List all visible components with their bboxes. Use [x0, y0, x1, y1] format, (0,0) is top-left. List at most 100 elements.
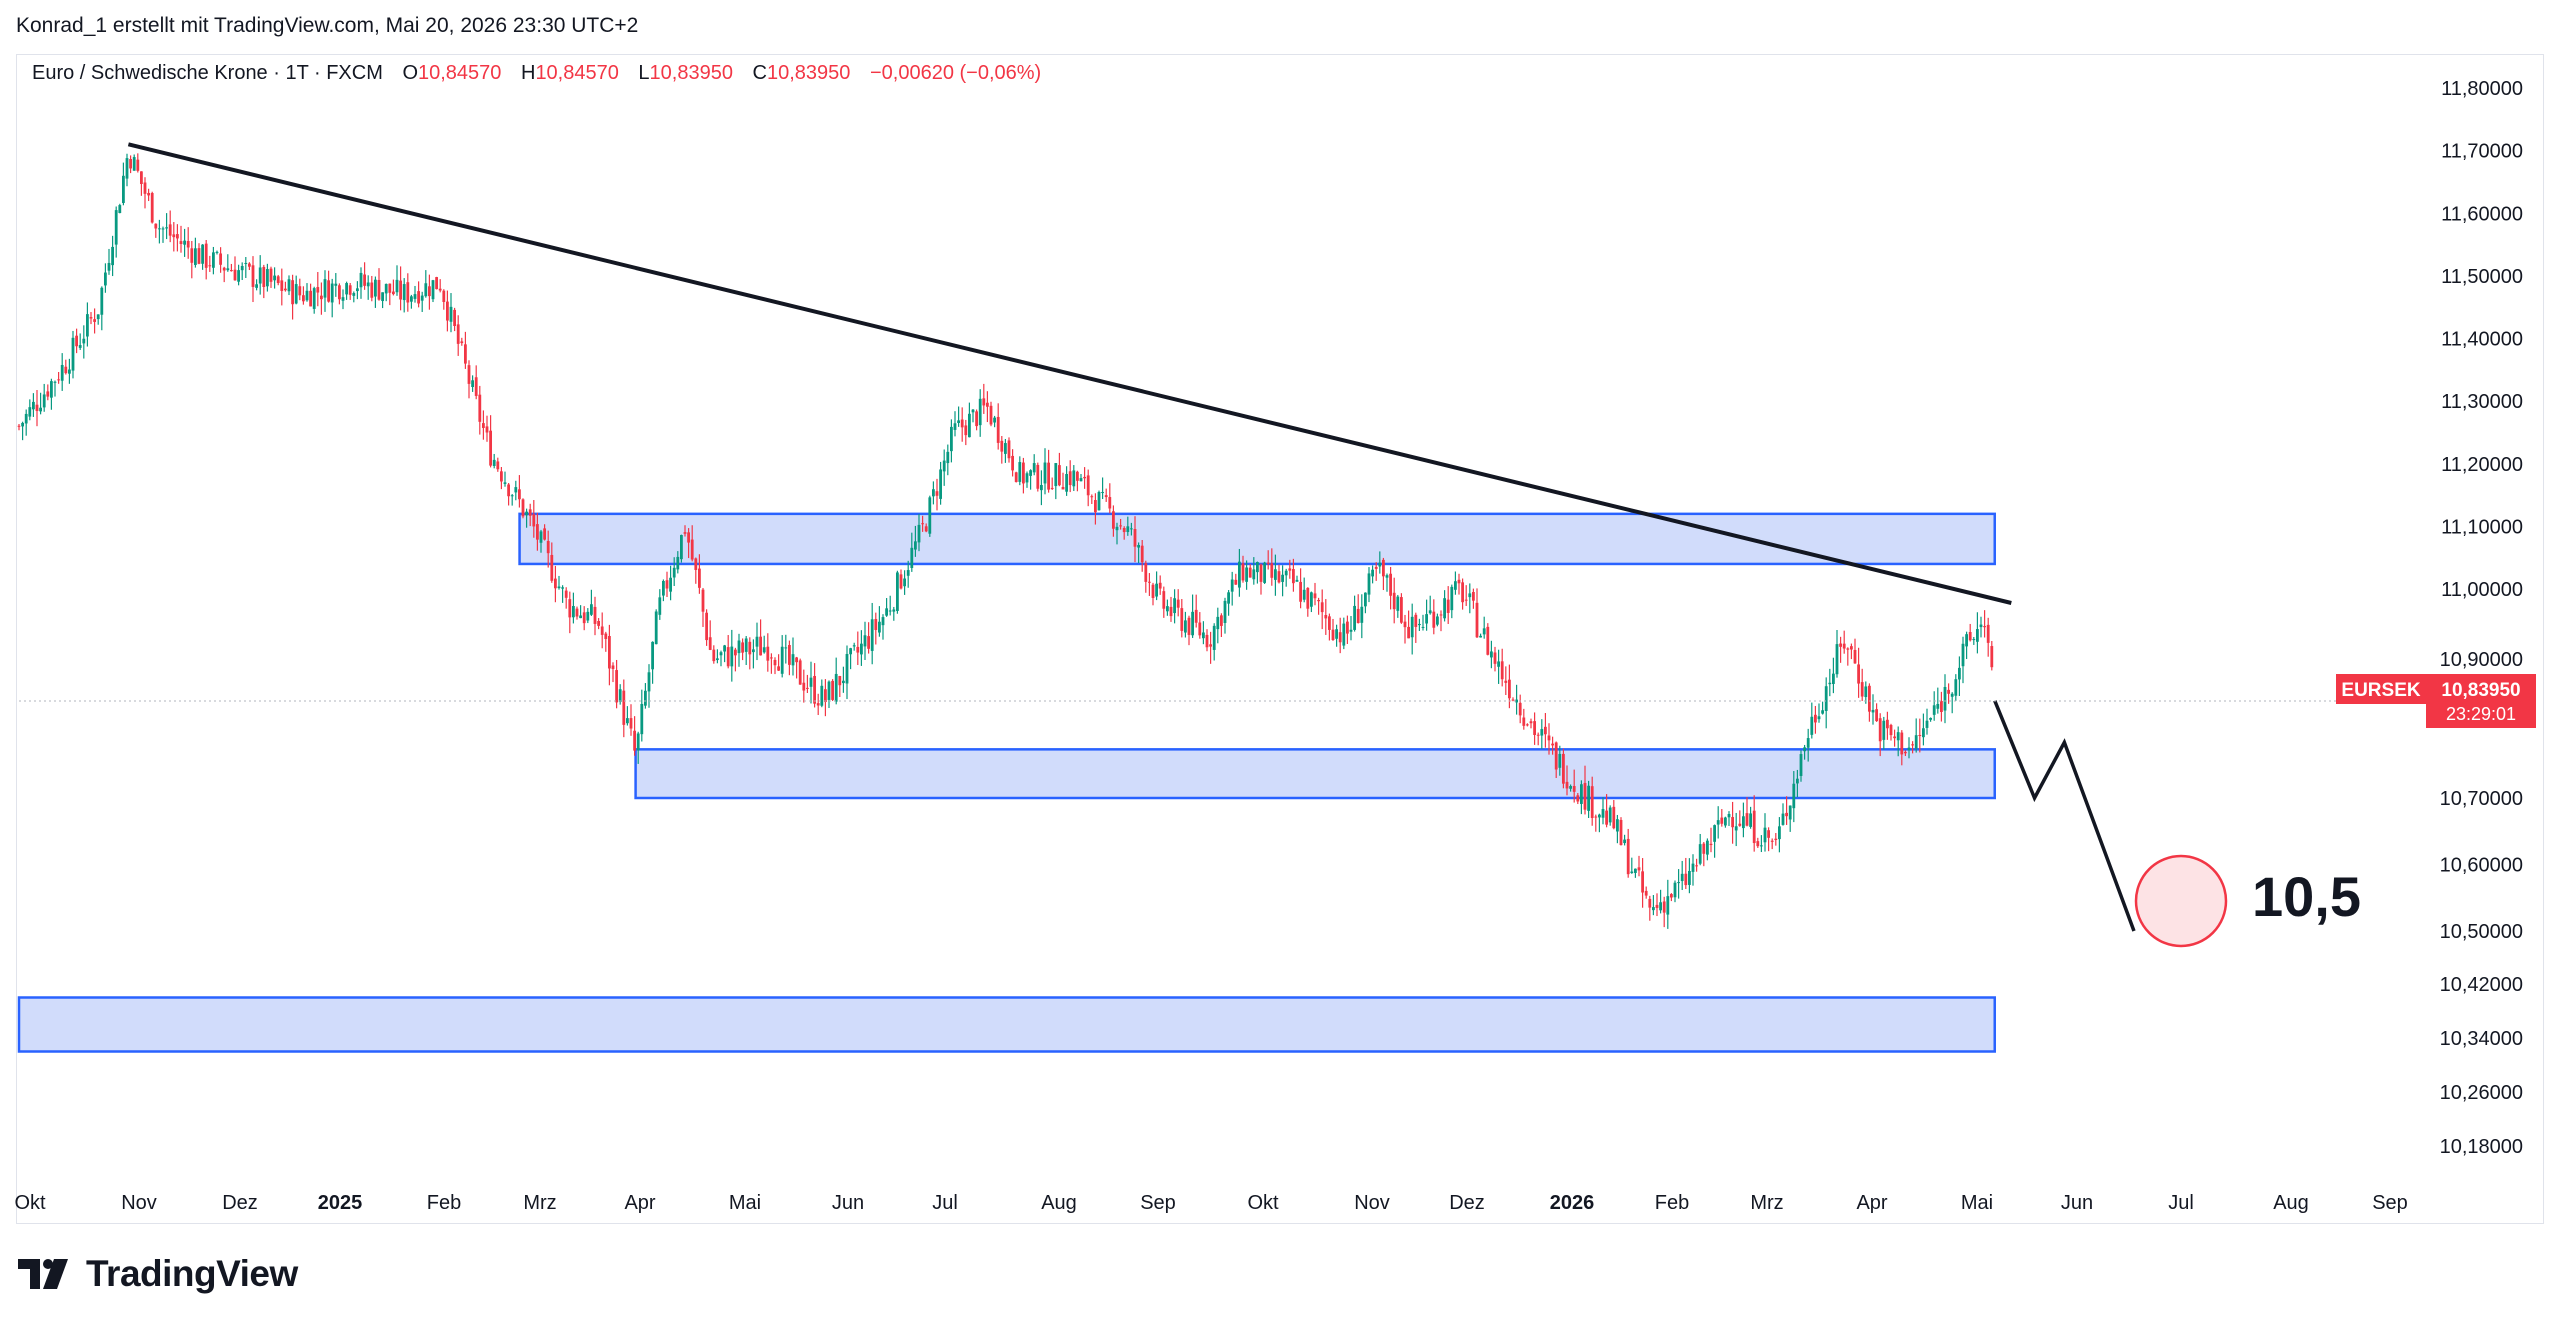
candle-body [305, 290, 309, 301]
candle-body [604, 633, 608, 640]
candle-body [345, 283, 348, 295]
candle-body [1662, 901, 1666, 913]
candle-body [1270, 563, 1274, 578]
candle-body [1122, 528, 1126, 533]
price-axis-label: 11,30000 [2441, 391, 2523, 413]
candle-body [1767, 830, 1770, 838]
candle-body [719, 652, 723, 656]
price-axis-label: 10,90000 [2440, 649, 2523, 671]
candle-body [658, 597, 662, 615]
candle-body [456, 324, 460, 344]
candle-body [1403, 621, 1407, 628]
candle-body [1230, 579, 1234, 592]
zones-layer [17, 512, 1996, 1053]
candle-body [284, 288, 287, 291]
candle-body [1598, 814, 1601, 818]
candle-body [1925, 720, 1929, 728]
candle-body [971, 409, 975, 413]
candle-body [1490, 651, 1493, 658]
price-axis-label: 10,42000 [2440, 974, 2523, 996]
candle-body [219, 253, 222, 265]
candle-body [1954, 679, 1958, 696]
candle-body [204, 243, 208, 268]
candle-body [928, 497, 932, 534]
support-resistance-zone[interactable] [518, 512, 1996, 566]
candle-body [917, 524, 921, 543]
candle-body [975, 411, 978, 427]
candle-body [1691, 863, 1695, 872]
candle-body [1706, 840, 1709, 855]
candle-body [1274, 569, 1277, 580]
price-badge-ticker-box [2336, 674, 2426, 704]
candle-body [690, 539, 694, 560]
candle-body [1875, 709, 1878, 722]
target-annotation[interactable]: 10,5 [2134, 854, 2361, 948]
candle-body [1918, 735, 1922, 737]
candle-body [1097, 491, 1101, 511]
candle-body [467, 365, 471, 384]
candle-body [1562, 753, 1565, 784]
time-axis-label: Dez [1449, 1192, 1485, 1214]
candle-body [849, 648, 852, 655]
candle-body [539, 531, 543, 543]
candle-body [1979, 624, 1983, 628]
candle-body [381, 292, 384, 302]
candle-body [1965, 634, 1968, 647]
candle-body [1950, 693, 1954, 697]
candle-body [1616, 819, 1619, 832]
candle-body [1320, 602, 1324, 613]
candle-body [1410, 616, 1414, 638]
candle-body [1799, 754, 1803, 776]
symbol-legend[interactable]: Euro / Schwedische Krone · 1T · FXCM O10… [32, 62, 1041, 85]
candle-body [1137, 544, 1140, 548]
candle-body [107, 262, 111, 271]
legend-high-value: 10,84570 [535, 62, 619, 84]
candle-body [1349, 629, 1353, 632]
support-resistance-zone[interactable] [634, 748, 1996, 800]
candle-body [806, 687, 809, 689]
candle-body [1256, 562, 1259, 573]
candle-body [1958, 667, 1961, 680]
candle-body [1414, 614, 1418, 627]
candle-body [1155, 583, 1158, 597]
candle-body [1788, 805, 1792, 820]
candle-body [471, 380, 474, 388]
candle-body [129, 159, 132, 169]
candles-layer [17, 153, 1994, 929]
candle-body [237, 270, 240, 282]
candle-body [1518, 702, 1522, 716]
trendline[interactable] [127, 142, 2012, 605]
candle-body [1400, 597, 1403, 623]
candle-body [280, 280, 284, 291]
candle-body [17, 425, 21, 427]
candle-body [741, 642, 744, 653]
candle-body [903, 578, 906, 587]
candle-body [1004, 443, 1007, 454]
candle-body [453, 309, 456, 327]
candle-body [1695, 865, 1698, 867]
candle-body [579, 615, 582, 619]
candle-body [438, 288, 442, 291]
candle-body [392, 291, 395, 295]
candle-body [370, 282, 374, 298]
candle-body [1756, 841, 1760, 847]
price-badge-price: 10,83950 [2441, 680, 2520, 701]
candle-body [1306, 587, 1310, 609]
candle-body [82, 338, 86, 344]
candle-body [755, 636, 759, 647]
candle-body [24, 413, 28, 424]
tradingview-logo[interactable]: TradingView [18, 1252, 298, 1296]
support-resistance-zone[interactable] [17, 996, 1996, 1053]
candle-body [867, 636, 870, 649]
time-axis-label: Okt [1247, 1192, 1279, 1214]
candle-body [309, 290, 312, 307]
author-line: Konrad_1 erstellt mit TradingView.com, M… [16, 14, 639, 37]
projection-path[interactable] [1993, 700, 2136, 932]
candle-body [1259, 564, 1263, 582]
candle-body [773, 659, 777, 666]
time-axis-label: Aug [1041, 1192, 1077, 1214]
candle-body [939, 469, 942, 499]
candle-body [1734, 826, 1738, 831]
candle-body [291, 280, 294, 305]
